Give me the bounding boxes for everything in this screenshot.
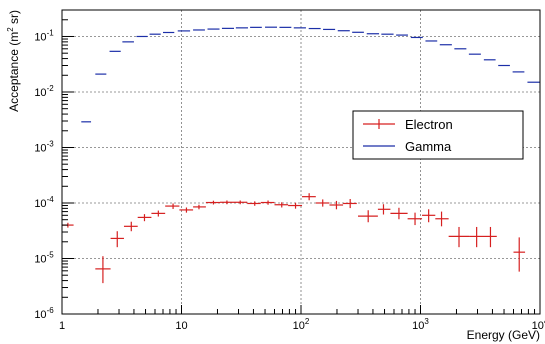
x-tick-label: 103	[412, 317, 429, 332]
electron-point	[137, 214, 152, 222]
electron-point	[220, 200, 235, 205]
y-tick-label: 10-2	[34, 84, 54, 99]
electron-point	[247, 201, 261, 206]
electron-point	[513, 237, 526, 272]
electron-point	[193, 204, 206, 210]
x-axis-label: Energy (GeV)	[467, 328, 540, 342]
electron-point	[343, 199, 357, 209]
electron-point	[448, 226, 470, 248]
legend-box	[352, 110, 524, 160]
electron-point	[151, 210, 166, 217]
electron-point	[407, 212, 423, 226]
y-tick-label: 10-3	[34, 139, 54, 154]
y-tick-label: 10-5	[34, 250, 54, 265]
electron-point	[435, 211, 449, 227]
electron-point	[484, 226, 497, 248]
y-axis-label: Acceptance (m2 sr)	[6, 10, 21, 112]
axis-ticks	[61, 19, 541, 315]
legend-label-electron: Electron	[405, 117, 453, 132]
y-tick-label: 10-6	[34, 306, 54, 321]
series-electron	[62, 193, 526, 284]
electron-point	[95, 256, 111, 284]
electron-point	[469, 226, 485, 248]
electron-point	[329, 200, 344, 210]
x-tick-label: 102	[293, 317, 310, 332]
electron-point	[390, 207, 408, 220]
electron-point	[234, 200, 248, 205]
electron-point	[123, 221, 138, 232]
x-tick-label: 1	[59, 320, 65, 332]
electron-point	[274, 202, 289, 208]
grid-lines	[62, 10, 540, 314]
electron-point	[205, 200, 221, 205]
legend: Electron Gamma	[352, 110, 524, 160]
electron-point	[302, 193, 316, 201]
electron-point	[110, 231, 124, 248]
y-tick-label: 10-1	[34, 28, 54, 43]
legend-label-gamma: Gamma	[405, 139, 452, 154]
electron-point	[288, 202, 303, 209]
series-gamma	[81, 26, 540, 123]
y-tick-label: 10-4	[34, 195, 54, 210]
x-tick-label: 104	[532, 317, 545, 332]
electron-point	[377, 204, 391, 215]
data-series	[62, 26, 540, 284]
electron-point	[358, 210, 378, 223]
axis-tick-labels: 1 10 102 103 104 10-6 10-5 10-4 10-3 10-2 10-1	[34, 28, 545, 332]
electron-point	[179, 207, 194, 213]
electron-point	[315, 199, 330, 207]
electron-point	[260, 200, 275, 205]
x-tick-label: 10	[175, 320, 187, 332]
electron-point	[165, 203, 180, 209]
electron-point	[422, 209, 436, 223]
